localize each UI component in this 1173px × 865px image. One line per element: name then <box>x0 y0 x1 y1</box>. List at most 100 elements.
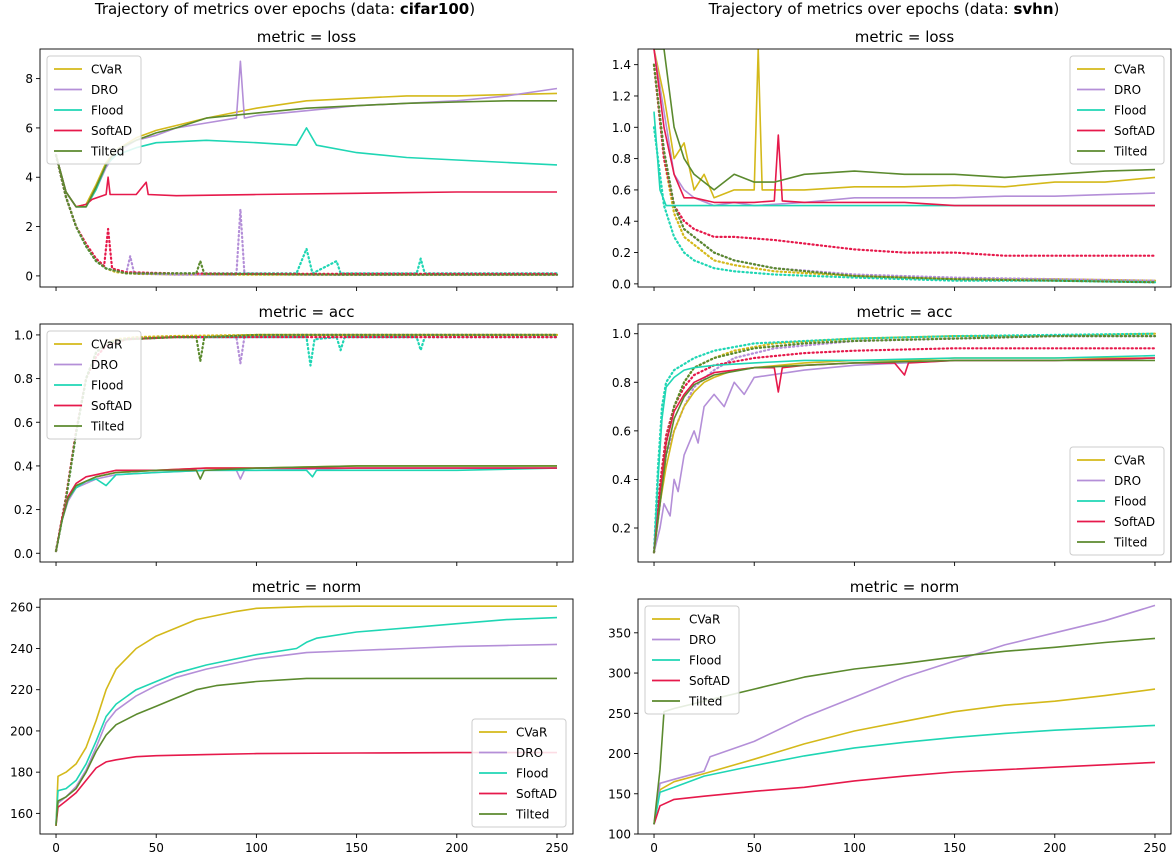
series-line-softad <box>653 761 1156 825</box>
axes-frame <box>637 323 1172 563</box>
series-line-flood <box>653 354 1156 553</box>
series-line-tilted-dotted <box>54 154 559 276</box>
series-line-cvar <box>653 49 1156 199</box>
y-tick-label: 0.2 <box>612 246 631 260</box>
y-tick-label: 0.8 <box>14 372 33 386</box>
legend-label-dro: DRO <box>91 83 118 97</box>
legend-box <box>46 55 142 165</box>
y-tick-label: 0.6 <box>14 416 33 430</box>
figure-title-suffix: ) <box>1053 0 1060 18</box>
legend-label-softad: SoftAD <box>91 124 132 138</box>
series-line-dro <box>653 49 1156 207</box>
legend-label-tilted: Tilted <box>1113 536 1147 550</box>
y-tick-label: 0.6 <box>612 183 631 197</box>
legend: CVaR DRO Flood SoftAD Tilted <box>1069 446 1165 556</box>
legend-label-softad: SoftAD <box>91 399 132 413</box>
series-line-tilted <box>654 49 1156 191</box>
chart-panel-svhn-norm: metric = norm 100 150 200 250 300 350 0 50 100 150… <box>608 578 1172 855</box>
legend-box <box>471 718 567 828</box>
y-tick-label: 160 <box>10 807 33 821</box>
series-line-softad <box>653 49 1155 207</box>
series-line-cvar <box>55 465 557 552</box>
legend-label-dro: DRO <box>91 358 118 372</box>
legend-label-flood: Flood <box>1114 104 1147 118</box>
legend-label-softad: SoftAD <box>689 674 730 688</box>
x-tick-label: 250 <box>1144 841 1167 855</box>
series-line-tilted <box>55 677 557 826</box>
figure-title-prefix: Trajectory of metrics over epochs (data: <box>94 0 400 18</box>
series-line-dro <box>653 604 1156 825</box>
legend-label-flood: Flood <box>91 379 124 393</box>
y-tick-label: 1.0 <box>612 121 631 135</box>
legend-label-flood: Flood <box>516 767 549 781</box>
legend-box <box>1069 55 1165 165</box>
series-line-flood <box>55 616 558 824</box>
y-tick-label: 260 <box>10 601 33 615</box>
series-line-flood-dotted <box>652 126 1157 284</box>
series-group <box>54 60 559 276</box>
y-tick-label: 0.4 <box>612 215 631 229</box>
axes-frame <box>39 598 574 835</box>
legend-label-softad: SoftAD <box>1114 515 1155 529</box>
y-tick-label: 8 <box>25 72 33 86</box>
x-tick-label: 0 <box>52 841 60 855</box>
series-line-softad <box>55 467 557 552</box>
figure-title-suffix: ) <box>469 0 476 18</box>
dataset-name: cifar100 <box>399 0 470 18</box>
series-group <box>55 605 558 826</box>
legend-label-tilted: Tilted <box>515 808 549 822</box>
y-tick-label: 350 <box>608 626 631 640</box>
chart-panel-cifar100-loss: metric = loss 0 2 4 6 8 CVaR DRO Flood SoftAD Tilt… <box>25 28 574 291</box>
legend-label-dro: DRO <box>516 746 543 760</box>
series-line-flood <box>653 724 1156 825</box>
chart-panel-svhn-loss: metric = loss 0.0 0.2 0.4 0.6 0.8 1.0 1.2 1.4 CVa… <box>612 28 1172 291</box>
y-tick-label: 0.8 <box>612 152 631 166</box>
y-tick-label: 200 <box>608 747 631 761</box>
series-line-softad-dotted <box>652 63 1157 257</box>
y-tick-label: 6 <box>25 121 33 135</box>
y-tick-label: 0.2 <box>612 522 631 536</box>
legend-label-tilted: Tilted <box>688 695 722 709</box>
x-tick-label: 250 <box>546 841 569 855</box>
legend: CVaR DRO Flood SoftAD Tilted <box>1069 55 1165 165</box>
y-tick-label: 240 <box>10 642 33 656</box>
series-line-dro <box>55 643 558 824</box>
y-tick-label: 200 <box>10 724 33 738</box>
panel-title: metric = loss <box>855 28 955 46</box>
legend-label-cvar: CVaR <box>91 338 122 352</box>
series-line-softad <box>55 154 557 208</box>
x-tick-label: 150 <box>943 841 966 855</box>
series-line-dro <box>55 467 557 552</box>
series-line-dro <box>653 357 1156 553</box>
axes-frame <box>39 48 574 288</box>
legend: CVaR DRO Flood SoftAD Tilted <box>644 605 740 715</box>
legend-label-cvar: CVaR <box>689 613 720 627</box>
axes-frame <box>637 598 1172 835</box>
chart-panel-cifar100-acc: metric = acc 0.0 0.2 0.4 0.6 0.8 1.0 CVaR DRO Flo… <box>14 303 574 566</box>
x-tick-label: 200 <box>445 841 468 855</box>
y-tick-label: 1.0 <box>14 328 33 342</box>
y-tick-label: 0.0 <box>612 277 631 291</box>
legend-box <box>1069 446 1165 556</box>
legend-label-cvar: CVaR <box>1114 454 1145 468</box>
legend-label-dro: DRO <box>689 633 716 647</box>
x-tick-label: 100 <box>843 841 866 855</box>
dataset-name: svhn <box>1013 0 1054 18</box>
legend: CVaR DRO Flood SoftAD Tilted <box>46 330 142 440</box>
chart-panel-svhn-acc: metric = acc 0.2 0.4 0.6 0.8 1.0 CVaR DRO Flood S… <box>612 303 1172 566</box>
series-line-tilted <box>55 465 557 552</box>
y-tick-label: 1.0 <box>612 327 631 341</box>
series-line-tilted <box>55 100 557 208</box>
y-tick-label: 1.4 <box>612 58 631 72</box>
legend: CVaR DRO Flood SoftAD Tilted <box>471 718 567 828</box>
x-tick-label: 50 <box>149 841 164 855</box>
axes-frame <box>39 323 574 563</box>
y-tick-label: 0.2 <box>14 503 33 517</box>
y-tick-label: 0.6 <box>612 424 631 438</box>
legend-label-flood: Flood <box>91 104 124 118</box>
x-tick-label: 50 <box>747 841 762 855</box>
series-line-softad <box>653 357 1156 553</box>
axes-frame <box>637 48 1172 288</box>
panel-title: metric = acc <box>856 303 952 321</box>
